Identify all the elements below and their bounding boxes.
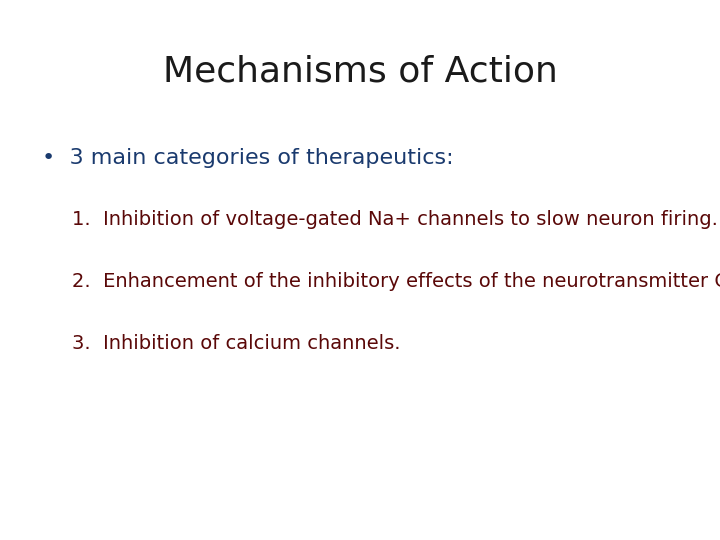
Text: 2.  Enhancement of the inhibitory effects of the neurotransmitter GABA.: 2. Enhancement of the inhibitory effects… (72, 272, 720, 291)
Text: Mechanisms of Action: Mechanisms of Action (163, 55, 557, 89)
Text: 1.  Inhibition of voltage-gated Na+ channels to slow neuron firing.: 1. Inhibition of voltage-gated Na+ chann… (72, 210, 718, 229)
Text: •  3 main categories of therapeutics:: • 3 main categories of therapeutics: (42, 148, 454, 168)
Text: 3.  Inhibition of calcium channels.: 3. Inhibition of calcium channels. (72, 334, 400, 353)
